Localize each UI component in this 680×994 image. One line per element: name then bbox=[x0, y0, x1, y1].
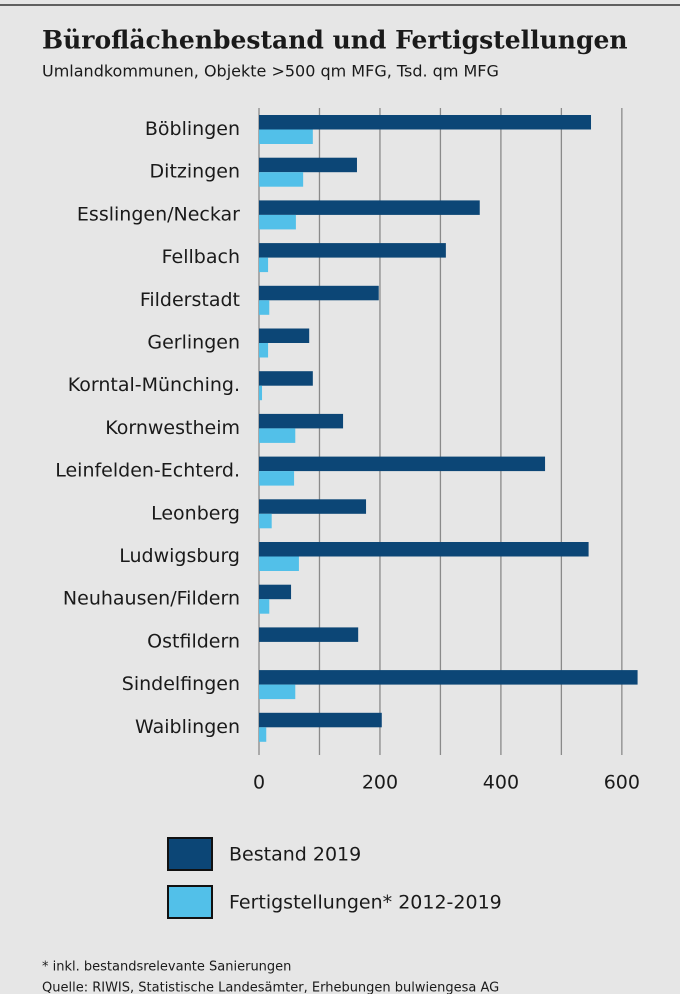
y-tick-label: Böblingen bbox=[145, 118, 240, 140]
y-tick-label: Ludwigsburg bbox=[119, 545, 240, 567]
bar bbox=[259, 471, 295, 486]
bar bbox=[259, 172, 304, 187]
bar bbox=[259, 684, 296, 700]
footnote: * inkl. bestandsrelevante Sanierungen bbox=[42, 960, 291, 975]
x-tick-label: 0 bbox=[253, 772, 265, 794]
y-tick-label: Filderstadt bbox=[140, 289, 240, 311]
bar bbox=[259, 214, 296, 230]
x-tick-label: 200 bbox=[362, 772, 398, 794]
y-tick-label: Ostfildern bbox=[147, 630, 240, 652]
bar bbox=[259, 599, 270, 614]
bar bbox=[259, 343, 269, 358]
bar bbox=[259, 712, 382, 728]
legend-label: Fertigstellungen* 2012-2019 bbox=[229, 892, 502, 914]
y-tick-label: Waiblingen bbox=[135, 716, 240, 738]
bar bbox=[259, 428, 296, 443]
bar bbox=[259, 328, 310, 343]
bar bbox=[259, 129, 313, 144]
y-tick-label: Leonberg bbox=[151, 502, 240, 524]
y-tick-label: Sindelfingen bbox=[122, 673, 240, 695]
legend-swatch bbox=[167, 885, 213, 919]
y-tick-label: Ditzingen bbox=[150, 161, 240, 183]
x-tick-label: 400 bbox=[483, 772, 519, 794]
bar bbox=[259, 200, 480, 215]
y-tick-label: Korntal-Münching. bbox=[68, 374, 240, 396]
bar bbox=[259, 371, 313, 386]
bar bbox=[259, 727, 267, 742]
bar bbox=[259, 456, 546, 472]
chart-title: Büroflächenbestand und Fertigstellungen bbox=[42, 26, 628, 55]
y-tick-label: Esslingen/Neckar bbox=[77, 203, 240, 225]
y-tick-label: Leinfelden-Echterd. bbox=[55, 460, 240, 482]
bar bbox=[259, 542, 589, 557]
bar bbox=[259, 157, 357, 173]
bar bbox=[259, 413, 344, 429]
bar bbox=[259, 243, 446, 258]
y-tick-label: Fellbach bbox=[162, 246, 240, 268]
y-tick-label: Gerlingen bbox=[147, 332, 240, 354]
bar bbox=[259, 285, 379, 301]
bar bbox=[259, 300, 270, 315]
footnote: Quelle: RIWIS, Statistische Landesämter,… bbox=[42, 981, 499, 994]
bar bbox=[259, 584, 292, 600]
bar bbox=[259, 499, 367, 514]
x-tick-label: 600 bbox=[604, 772, 640, 794]
legend-label: Bestand 2019 bbox=[229, 844, 361, 866]
bar bbox=[259, 385, 263, 401]
y-tick-label: Kornwestheim bbox=[105, 417, 240, 439]
bar bbox=[259, 556, 299, 571]
bar bbox=[259, 513, 272, 529]
y-tick-label: Neuhausen/Fildern bbox=[63, 588, 240, 610]
bar bbox=[259, 670, 638, 685]
bar bbox=[259, 115, 592, 130]
bar bbox=[259, 257, 269, 273]
chart-subtitle: Umlandkommunen, Objekte >500 qm MFG, Tsd… bbox=[42, 62, 499, 81]
legend-swatch bbox=[167, 837, 213, 871]
bar bbox=[259, 627, 359, 642]
